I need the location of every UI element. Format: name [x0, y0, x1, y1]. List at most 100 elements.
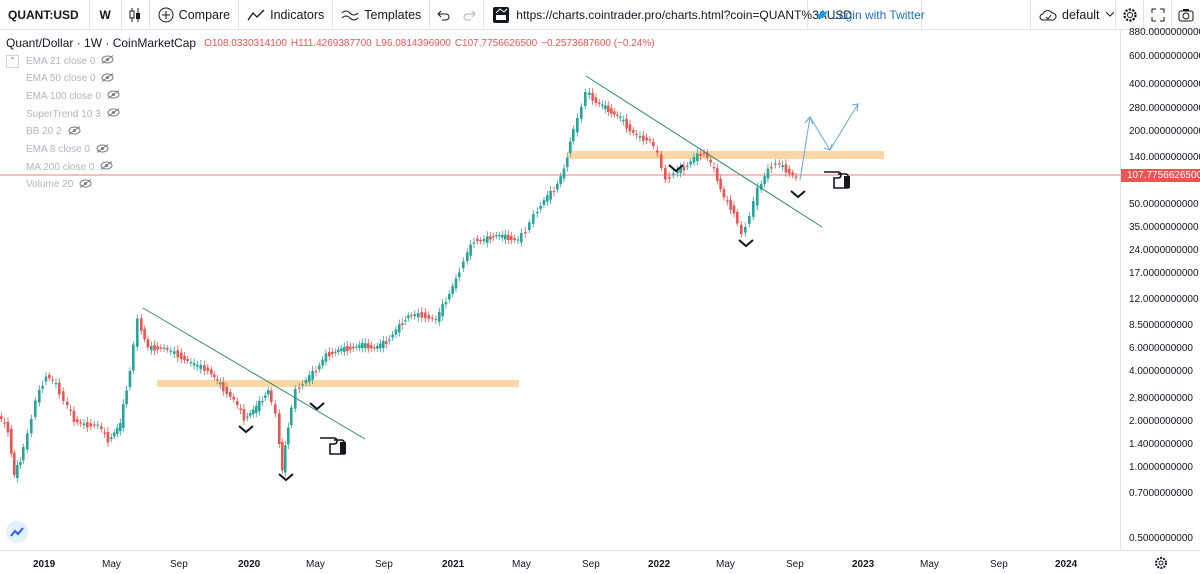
indicator-item[interactable]: EMA 8 close 0	[26, 143, 109, 156]
candle-body	[679, 167, 682, 174]
app-logo[interactable]	[6, 521, 28, 543]
candle-body	[709, 159, 712, 163]
fullscreen-button[interactable]	[1144, 0, 1172, 30]
candle-body	[361, 343, 364, 349]
candle-body	[166, 348, 169, 350]
url-bar[interactable]: https://charts.cointrader.pro/charts.htm…	[484, 0, 852, 30]
candle-body	[82, 423, 86, 426]
indicator-item[interactable]: EMA 50 close 0	[26, 72, 114, 85]
candle-body	[588, 92, 591, 95]
candle-body	[441, 304, 444, 317]
candle-body	[173, 351, 176, 354]
indicators-button[interactable]: Indicators	[239, 0, 334, 30]
snapshot-button[interactable]	[1172, 0, 1200, 30]
candle-body	[413, 314, 417, 317]
price-axis[interactable]: 880.0000000000 600.0000000000 400.00000000…	[1120, 28, 1200, 550]
candle-body	[196, 364, 199, 367]
indicators-icon	[247, 8, 265, 22]
time-tick: Sep	[170, 559, 188, 570]
candle-body	[116, 427, 119, 434]
candle-body	[41, 385, 44, 389]
candle-body	[176, 350, 180, 358]
candle-body	[498, 235, 501, 237]
login-twitter-button[interactable]: Login with Twitter	[808, 0, 925, 30]
indicator-item[interactable]: BB 20 2	[26, 125, 81, 138]
settings-icon[interactable]	[1154, 556, 1168, 573]
candle-body	[367, 343, 370, 349]
compare-button[interactable]: Compare	[150, 0, 240, 30]
eye-off-icon[interactable]	[101, 72, 114, 85]
eye-off-icon[interactable]	[68, 125, 81, 138]
trendline-2021[interactable]	[585, 75, 823, 228]
legend-collapse-button[interactable]: ⌃	[6, 55, 19, 68]
candle-body	[180, 352, 183, 359]
candle-body	[504, 234, 507, 240]
settings-button[interactable]	[1116, 0, 1144, 30]
indicator-item[interactable]: MA 200 close 0	[26, 161, 113, 173]
candle-body	[726, 200, 729, 202]
candle-body	[619, 116, 622, 118]
candle-body	[346, 346, 349, 351]
time-tick: May	[920, 559, 939, 570]
candle-body	[546, 195, 549, 202]
symbol-search[interactable]: QUANT:USD	[0, 0, 90, 30]
undo-button[interactable]	[430, 0, 456, 30]
candle-body	[156, 346, 159, 350]
eye-off-icon[interactable]	[96, 143, 109, 156]
candle-body	[716, 168, 719, 181]
candlestick-chart[interactable]	[0, 30, 1120, 550]
candle-body	[748, 216, 751, 224]
candle-body	[472, 242, 476, 244]
candle-body	[532, 214, 535, 224]
indicator-label: Volume 20	[26, 179, 74, 191]
indicator-item[interactable]: EMA 21 close 0	[26, 55, 114, 67]
candle-body	[321, 359, 324, 366]
candle-body	[314, 370, 318, 373]
candle-body	[281, 441, 284, 471]
fullscreen-icon	[1151, 8, 1165, 22]
indicator-item[interactable]: SuperTrend 10 3	[26, 108, 120, 120]
eye-off-icon[interactable]	[107, 90, 120, 102]
candle-body	[702, 152, 706, 154]
price-tick: 200.0000000000	[1129, 126, 1200, 137]
candle-body	[682, 166, 686, 171]
ohlc-change: −0.2573687600 (−0.24%)	[541, 37, 655, 49]
templates-button[interactable]: Templates	[333, 0, 431, 30]
candle-body	[136, 318, 139, 347]
candle-body	[431, 317, 434, 319]
candle-body	[513, 238, 516, 240]
interval-button[interactable]: W	[90, 0, 122, 30]
candle-body	[398, 324, 401, 333]
layout-button[interactable]: default	[1030, 0, 1116, 30]
eye-off-icon[interactable]	[79, 178, 92, 191]
candle-body	[462, 261, 465, 269]
price-tick: 400.0000000000	[1129, 79, 1200, 90]
candle-body	[255, 406, 258, 413]
candle-body	[479, 240, 482, 242]
candle-body	[236, 401, 239, 405]
eye-off-icon[interactable]	[100, 161, 113, 173]
candle-body	[162, 347, 166, 349]
candle-body	[242, 409, 246, 421]
candle-body	[334, 351, 337, 353]
candle-body	[404, 320, 407, 322]
candle-body	[183, 355, 186, 360]
candle-body	[778, 163, 781, 165]
candle-body	[66, 401, 69, 406]
time-axis[interactable]: 2019 May Sep 2020 May Sep 2021 May Sep 2022 May Sep…	[0, 550, 1200, 574]
candle-body	[216, 379, 219, 381]
eye-off-icon[interactable]	[107, 108, 120, 120]
chart-type-button[interactable]	[122, 0, 150, 30]
indicator-item[interactable]: Volume 20	[26, 178, 92, 191]
login-label: Login with Twitter	[832, 7, 925, 22]
candle-body	[676, 169, 679, 174]
eye-off-icon[interactable]	[101, 55, 114, 67]
chart-pane[interactable]	[0, 30, 1120, 550]
chart-url[interactable]: https://charts.cointrader.pro/charts.htm…	[516, 7, 853, 22]
candle-body	[740, 224, 743, 234]
trendline-2019[interactable]	[142, 307, 366, 440]
candle-body	[763, 176, 766, 184]
redo-button[interactable]	[456, 0, 485, 30]
candle-body	[770, 167, 773, 169]
indicator-item[interactable]: EMA 100 close 0	[26, 90, 120, 102]
